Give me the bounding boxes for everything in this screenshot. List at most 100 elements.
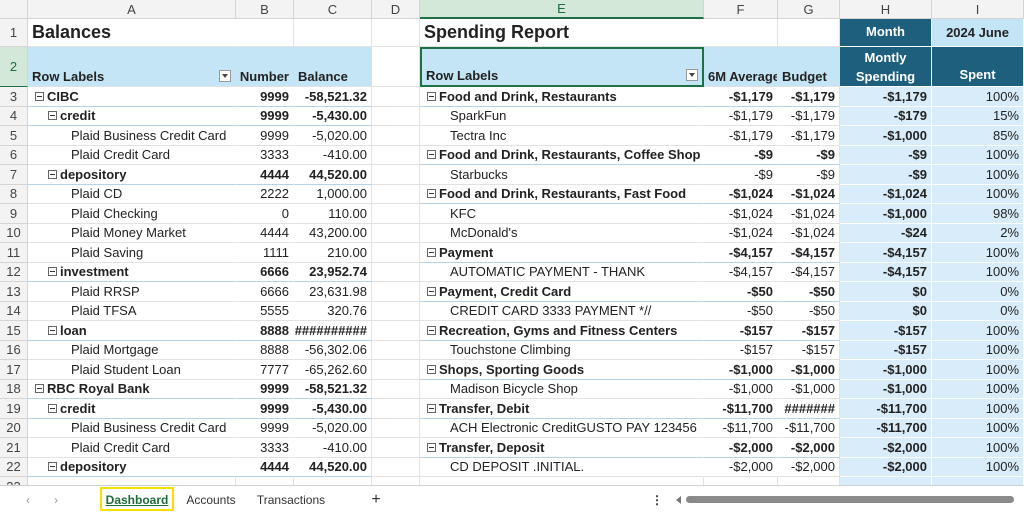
row-label: Madison Bicycle Shop bbox=[420, 380, 704, 399]
sheet-tab[interactable]: Transactions bbox=[256, 493, 326, 507]
cell-text: 7 bbox=[9, 166, 18, 182]
average-cell: -$1,000 bbox=[704, 380, 778, 399]
cell-text: Recreation, Gyms and Fitness Centers bbox=[439, 322, 678, 338]
collapse-icon[interactable] bbox=[48, 267, 57, 276]
cell bbox=[372, 418, 420, 438]
row-label: Plaid RRSP bbox=[28, 282, 236, 302]
cell-text: -410.00 bbox=[322, 147, 367, 162]
collapse-icon[interactable] bbox=[427, 189, 436, 198]
row-label: Plaid Student Loan bbox=[28, 360, 236, 380]
number-cell: 6666 bbox=[236, 263, 294, 282]
cell-text: $0 bbox=[912, 283, 927, 299]
row-header: 7 bbox=[0, 165, 28, 185]
budget-cell: -$9 bbox=[778, 165, 840, 185]
number-cell: 4444 bbox=[236, 458, 294, 477]
cell-text: 0% bbox=[1000, 303, 1019, 318]
filter-dropdown[interactable] bbox=[686, 69, 698, 81]
row-label: Shops, Sporting Goods bbox=[420, 360, 704, 380]
cell-text: -$1,179 bbox=[728, 108, 773, 123]
cell-text: 9999 bbox=[260, 127, 289, 143]
average-cell: -$11,700 bbox=[704, 419, 778, 438]
cell-text: 9999 bbox=[260, 381, 289, 396]
add-sheet[interactable]: + bbox=[371, 491, 381, 508]
column-title: Spent bbox=[932, 47, 1024, 87]
number-cell: 9999 bbox=[236, 399, 294, 419]
row-label: Payment, Credit Card bbox=[420, 282, 704, 302]
cell-text: 100% bbox=[985, 400, 1019, 416]
balance-cell: ########## bbox=[294, 321, 372, 341]
cell-text: -$9 bbox=[754, 166, 773, 182]
budget-cell: -$2,000 bbox=[778, 438, 840, 458]
collapse-icon[interactable] bbox=[35, 384, 44, 393]
spending-cell: -$1,024 bbox=[840, 184, 932, 204]
cell-text: -$2,000 bbox=[790, 439, 835, 455]
next-sheet[interactable]: › bbox=[54, 493, 58, 507]
collapse-icon[interactable] bbox=[48, 325, 57, 335]
cell-text: credit bbox=[60, 108, 96, 123]
number-cell: 7777 bbox=[236, 360, 294, 380]
collapse-icon[interactable] bbox=[427, 286, 436, 296]
filter-dropdown[interactable] bbox=[219, 70, 231, 82]
collapse-icon[interactable] bbox=[427, 150, 436, 159]
collapse-icon[interactable] bbox=[48, 462, 57, 471]
row-header: 4 bbox=[0, 106, 28, 126]
cell-text: C bbox=[327, 1, 338, 17]
cell-text: -$1,024 bbox=[790, 225, 835, 240]
cell-text: 12 bbox=[6, 264, 21, 280]
cell-text: -$11,700 bbox=[784, 420, 835, 435]
average-cell: -$4,157 bbox=[704, 243, 778, 263]
budget-cell: ####### bbox=[778, 399, 840, 419]
cell-text: -$157 bbox=[739, 322, 773, 338]
cell-text: 6666 bbox=[260, 264, 289, 279]
budget-cell: -$157 bbox=[778, 340, 840, 360]
row-label: Plaid Credit Card bbox=[28, 438, 236, 458]
number-cell: 9999 bbox=[236, 419, 294, 438]
row-header: 21 bbox=[0, 438, 28, 458]
average-cell: -$1,000 bbox=[704, 360, 778, 380]
more-options[interactable]: ⋮ bbox=[651, 493, 663, 507]
cell-text: -$1,000 bbox=[882, 127, 927, 143]
collapse-icon[interactable] bbox=[427, 325, 436, 335]
average-cell: -$50 bbox=[704, 282, 778, 302]
number-cell: 8888 bbox=[236, 321, 294, 341]
collapse-icon[interactable] bbox=[427, 442, 436, 452]
row-label: Recreation, Gyms and Fitness Centers bbox=[420, 321, 704, 341]
cell-text: Tectra Inc bbox=[450, 127, 507, 143]
scrollbar-thumb[interactable] bbox=[686, 496, 1014, 503]
spent-cell: 85% bbox=[932, 126, 1024, 146]
spending-cell: -$9 bbox=[840, 165, 932, 185]
spent-cell: 100% bbox=[932, 340, 1024, 360]
collapse-icon[interactable] bbox=[48, 403, 57, 413]
cell-text: 3333 bbox=[260, 147, 289, 162]
row-header: 11 bbox=[0, 243, 28, 263]
scroll-left[interactable] bbox=[676, 496, 681, 504]
cell-text: 8888 bbox=[260, 322, 289, 338]
sheet-tab[interactable]: Dashboard bbox=[105, 493, 169, 507]
cell-text: AUTOMATIC PAYMENT - THANK bbox=[450, 264, 646, 279]
sheet-tab[interactable]: Accounts bbox=[186, 493, 236, 507]
collapse-icon[interactable] bbox=[48, 111, 57, 120]
collapse-icon[interactable] bbox=[427, 364, 436, 374]
cell-text: -58,521.32 bbox=[304, 88, 367, 104]
cell-text: -$9 bbox=[816, 166, 835, 182]
cell-text: 100% bbox=[985, 420, 1019, 435]
cell-text: -$4,157 bbox=[882, 264, 927, 279]
tab-highlight bbox=[100, 487, 174, 511]
cell-text: ####### bbox=[784, 400, 835, 416]
collapse-icon[interactable] bbox=[427, 247, 436, 257]
spent-cell: 2% bbox=[932, 223, 1024, 243]
collapse-icon[interactable] bbox=[427, 403, 436, 413]
section-title: Balances bbox=[28, 19, 236, 47]
prev-sheet[interactable]: ‹ bbox=[26, 493, 30, 507]
cell-text: 9999 bbox=[260, 108, 289, 123]
spending-cell: -$1,000 bbox=[840, 126, 932, 146]
cell-text: Starbucks bbox=[450, 166, 508, 182]
collapse-icon[interactable] bbox=[48, 169, 57, 179]
collapse-icon[interactable] bbox=[35, 91, 44, 101]
cell-text: 4444 bbox=[260, 225, 289, 240]
cell-text: G bbox=[803, 1, 814, 17]
collapse-icon[interactable] bbox=[427, 91, 436, 101]
cell-text: 2 bbox=[9, 59, 18, 74]
average-cell: -$1,024 bbox=[704, 204, 778, 224]
row-label: Plaid Credit Card bbox=[28, 146, 236, 165]
